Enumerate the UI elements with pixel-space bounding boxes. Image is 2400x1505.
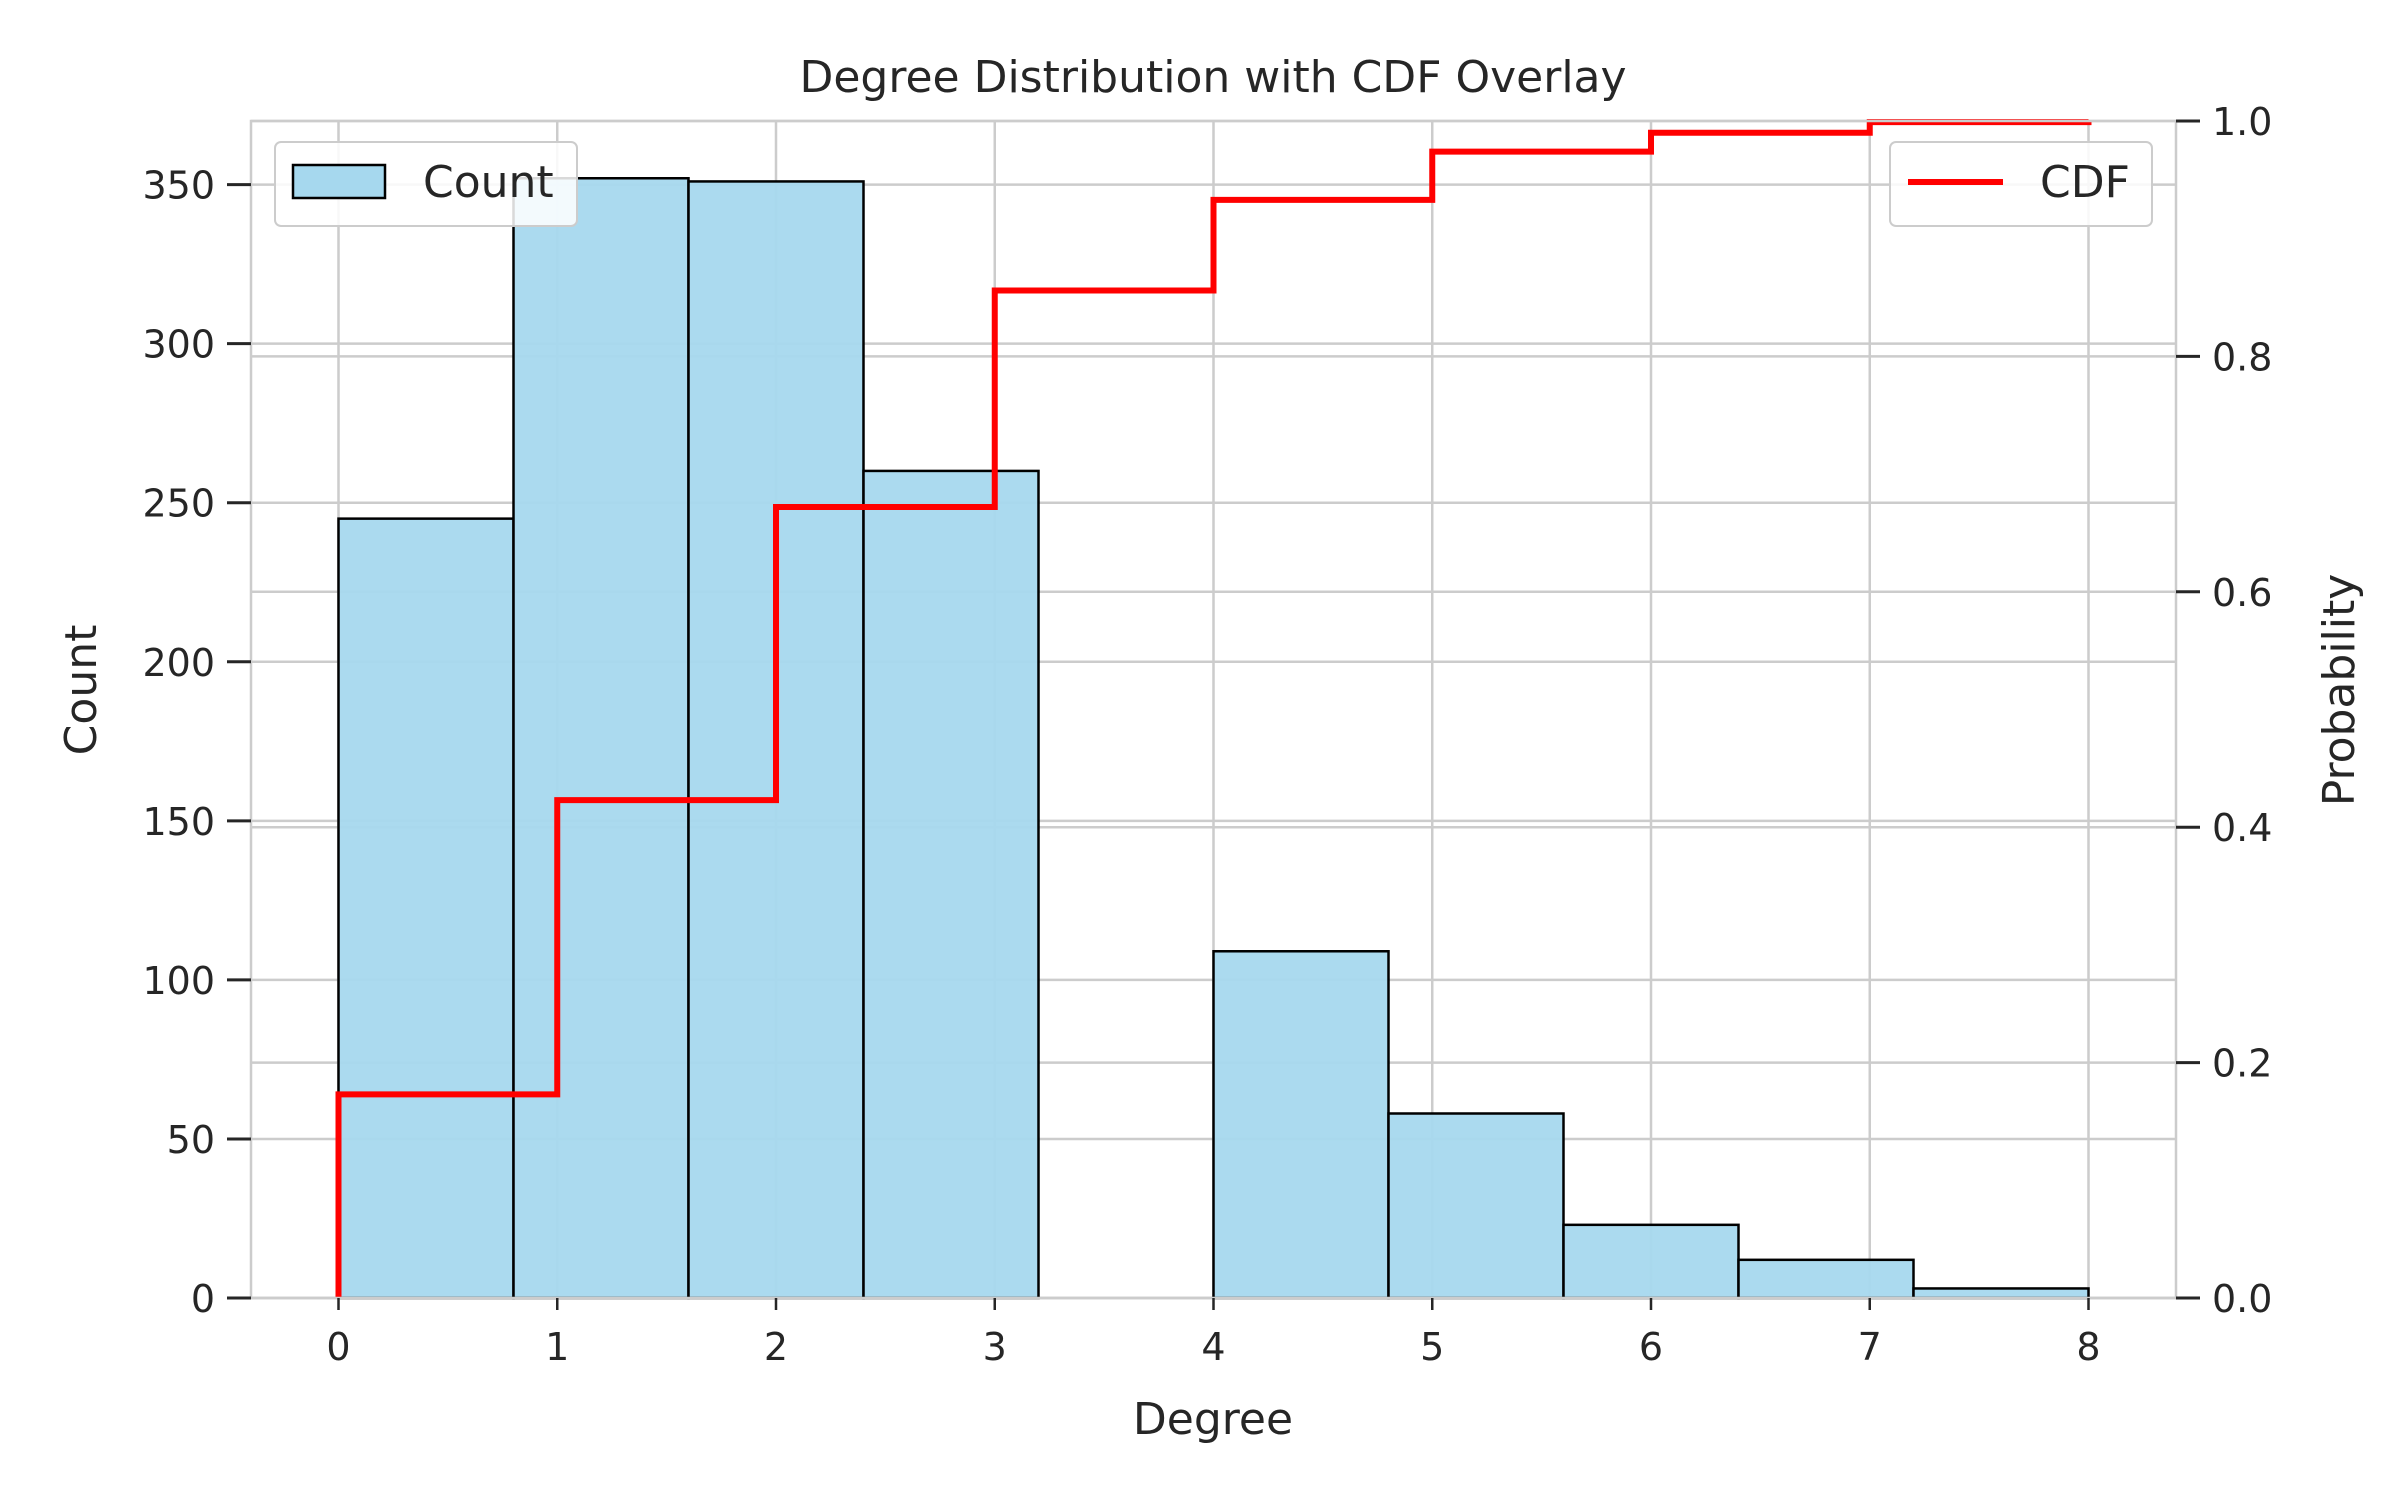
y2-tick-label: 1.0 <box>2212 100 2272 144</box>
legend-cdf-frame <box>1889 141 2153 227</box>
histogram-bar <box>1212 950 1390 1300</box>
histogram-bar <box>337 517 515 1300</box>
y2-axis-label: Probability <box>2314 574 2365 807</box>
y2-tick-label: 0.8 <box>2212 335 2272 379</box>
x-tick-label: 5 <box>1420 1325 1444 1369</box>
x-tick-label: 4 <box>1201 1325 1225 1369</box>
y-axis-label: Count <box>56 625 107 756</box>
x-axis-label: Degree <box>1133 1394 1293 1445</box>
x-tick-label: 6 <box>1639 1325 1663 1369</box>
legend-count: Count <box>274 141 578 227</box>
y2-tick-label: 0.6 <box>2212 571 2272 615</box>
cdf-layer <box>335 119 2092 1298</box>
x-tick-label: 1 <box>545 1325 569 1369</box>
y2-tick-label: 0.2 <box>2212 1042 2272 1086</box>
y-tick-label: 100 <box>142 959 215 1003</box>
cdf-line <box>335 119 2092 1298</box>
y2-tick-label: 0.4 <box>2212 806 2272 850</box>
x-tick-label: 0 <box>326 1325 350 1369</box>
y-tick-label: 350 <box>142 164 215 208</box>
histogram-bar <box>1912 1287 2090 1300</box>
axes-layer: 0 1 2 3 4 5 6 7 8 0 50 100 150 200 250 300 350 0.0 0.2 0.4 0… <box>142 100 2272 1369</box>
x-tick-label: 2 <box>764 1325 788 1369</box>
x-tick-label: 3 <box>983 1325 1007 1369</box>
bars-layer <box>337 177 2090 1300</box>
legend-count-frame <box>274 141 578 227</box>
y2-tick-label: 0.0 <box>2212 1277 2272 1321</box>
histogram-bar <box>512 177 690 1300</box>
x-tick-label: 7 <box>1858 1325 1882 1369</box>
y-tick-label: 150 <box>142 800 215 844</box>
y-tick-label: 50 <box>167 1118 215 1162</box>
histogram-bar <box>1562 1223 1740 1300</box>
y-tick-label: 0 <box>191 1277 215 1321</box>
legend-cdf-label: CDF <box>2040 157 2130 208</box>
legend-cdf: CDF <box>1889 141 2153 227</box>
x-tick-label: 8 <box>2076 1325 2100 1369</box>
y-tick-label: 200 <box>142 641 215 685</box>
histogram-bar <box>1737 1258 1915 1300</box>
histogram-bar <box>1387 1112 1565 1300</box>
legend-count-label: Count <box>423 157 554 208</box>
chart-title: Degree Distribution with CDF Overlay <box>799 52 1626 103</box>
legend-count-swatch <box>291 163 387 200</box>
y-tick-label: 250 <box>142 482 215 526</box>
histogram-bar <box>862 469 1040 1300</box>
y-tick-label: 300 <box>142 323 215 367</box>
